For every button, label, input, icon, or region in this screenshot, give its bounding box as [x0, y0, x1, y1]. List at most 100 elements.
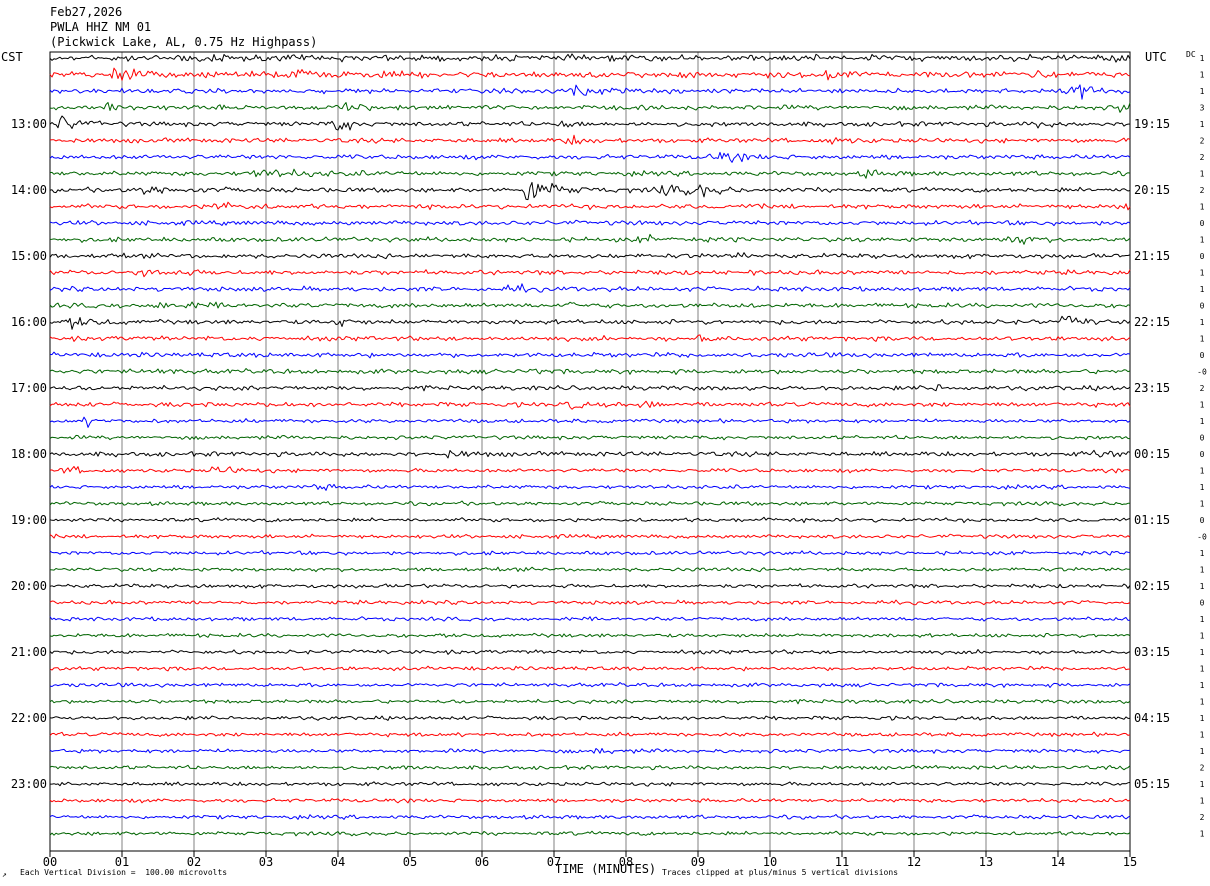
dc-offset-value: 2 — [1200, 153, 1205, 162]
trace-row — [49, 566, 1131, 573]
trace-row — [49, 583, 1131, 589]
x-tick-label: 06 — [475, 855, 489, 869]
trace-row — [49, 649, 1131, 655]
dc-offset-value: 1 — [1200, 731, 1205, 740]
trace-row — [49, 533, 1131, 540]
trace-row — [49, 698, 1131, 705]
right-hour-label: 02:15 — [1134, 579, 1170, 593]
trace-row — [49, 134, 1131, 145]
trace-row — [49, 151, 1131, 163]
x-tick-label: 13 — [979, 855, 993, 869]
trace-row — [49, 301, 1131, 309]
trace-row — [49, 53, 1131, 63]
clip-note: Traces clipped at plus/minus 5 vertical … — [662, 868, 899, 877]
x-tick-label: 14 — [1051, 855, 1065, 869]
dc-offset-value: 1 — [1200, 318, 1205, 327]
dc-offset-value: 1 — [1200, 417, 1205, 426]
dc-offset-value: 1 — [1200, 71, 1205, 80]
dc-offset-value: 1 — [1200, 648, 1205, 657]
plot-frame — [49, 51, 1131, 852]
dc-offset-value: 1 — [1200, 797, 1205, 806]
dc-offset-value: 0 — [1200, 351, 1205, 360]
trace-row — [49, 748, 1131, 755]
left-hour-label: 20:00 — [11, 579, 47, 593]
dc-offset-value: 1 — [1200, 582, 1205, 591]
left-hour-label: 18:00 — [11, 447, 47, 461]
trace-row — [49, 384, 1131, 392]
dc-offset-value: 1 — [1200, 747, 1205, 756]
dc-offset-value: 1 — [1200, 269, 1205, 278]
x-tick-label: 12 — [907, 855, 921, 869]
dc-offset-value: 0 — [1200, 302, 1205, 311]
trace-row — [49, 84, 1131, 100]
dc-offset-value: 1 — [1200, 615, 1205, 624]
left-hour-label: 15:00 — [11, 249, 47, 263]
x-tick-label: 00 — [43, 855, 57, 869]
trace-row — [49, 219, 1131, 227]
trace-row — [49, 500, 1130, 507]
x-tick-label: 11 — [835, 855, 849, 869]
dc-offset-header: DC — [1186, 50, 1196, 59]
dc-offset-value: 1 — [1200, 549, 1205, 558]
dc-offset-value: 1 — [1200, 285, 1205, 294]
dc-offset-value: 2 — [1200, 137, 1205, 146]
dc-offset-value: -0 — [1197, 533, 1207, 542]
right-hour-label: 19:15 — [1134, 117, 1170, 131]
x-tick-label: 15 — [1123, 855, 1137, 869]
trace-row — [49, 67, 1131, 81]
trace-row — [49, 715, 1130, 721]
dc-offset-value: 1 — [1200, 681, 1205, 690]
x-tick-label: 09 — [691, 855, 705, 869]
left-hour-label: 13:00 — [11, 117, 47, 131]
dc-offset-value: 0 — [1200, 450, 1205, 459]
trace-row — [49, 731, 1131, 738]
left-hour-label: 16:00 — [11, 315, 47, 329]
trace-row — [49, 466, 1131, 474]
right-hour-label: 23:15 — [1134, 381, 1170, 395]
trace-row — [49, 516, 1131, 524]
right-hour-label: 20:15 — [1134, 183, 1170, 197]
dc-offset-value: 2 — [1200, 186, 1205, 195]
dc-offset-value: 1 — [1200, 500, 1205, 509]
trace-row — [49, 334, 1131, 342]
dc-offset-value: 1 — [1200, 87, 1205, 96]
trace-row — [49, 550, 1131, 556]
dc-offset-value: 1 — [1200, 54, 1205, 63]
left-hour-label: 14:00 — [11, 183, 47, 197]
dc-offset-value: 1 — [1200, 566, 1205, 575]
x-tick-label: 03 — [259, 855, 273, 869]
trace-row — [49, 797, 1131, 804]
station-location: (Pickwick Lake, AL, 0.75 Hz Highpass) — [50, 35, 318, 49]
left-hour-label: 21:00 — [11, 645, 47, 659]
right-hour-label: 04:15 — [1134, 711, 1170, 725]
right-hour-label: 21:15 — [1134, 249, 1170, 263]
trace-row — [49, 400, 1131, 410]
dc-offset-value: 1 — [1200, 830, 1205, 839]
trace-row — [49, 632, 1131, 638]
x-axis-title: TIME (MINUTES) — [555, 862, 657, 876]
trace-row — [49, 102, 1131, 113]
trace-row — [49, 483, 1131, 491]
trace-row — [49, 665, 1130, 672]
trace-row — [49, 351, 1131, 359]
x-tick-label: 05 — [403, 855, 417, 869]
trace-row — [49, 682, 1131, 688]
dc-offset-value: 2 — [1200, 813, 1205, 822]
dc-offset-value: 1 — [1200, 665, 1205, 674]
dc-offset-value: 1 — [1200, 170, 1205, 179]
dc-offset-value: 3 — [1200, 104, 1205, 113]
trace-row — [49, 599, 1131, 606]
dc-offset-value: 0 — [1200, 434, 1205, 443]
trace-row — [49, 181, 1131, 201]
dc-offset-value: 1 — [1200, 203, 1205, 212]
trace-row — [49, 233, 1131, 245]
dc-offset-value: 0 — [1200, 599, 1205, 608]
trace-row — [49, 269, 1131, 278]
right-hour-label: 05:15 — [1134, 777, 1170, 791]
x-tick-label: 07 — [547, 855, 561, 869]
trace-row — [49, 616, 1131, 622]
dc-offset-value: 1 — [1200, 467, 1205, 476]
x-tick-label: 02 — [187, 855, 201, 869]
scale-mark: ↗ — [2, 870, 7, 879]
trace-row — [49, 252, 1131, 260]
